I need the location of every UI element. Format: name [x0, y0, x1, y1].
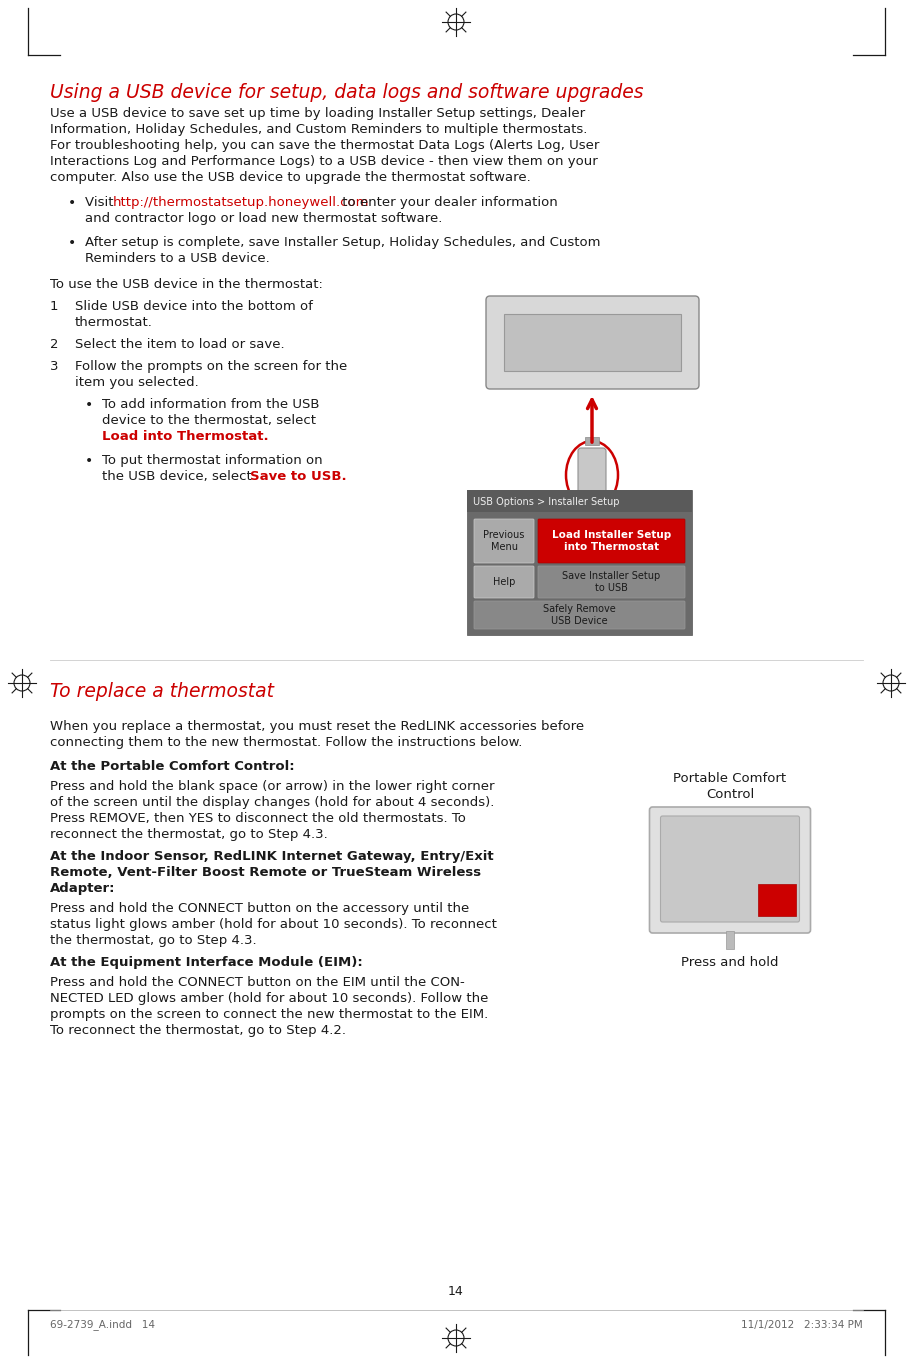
Text: •: •	[85, 398, 93, 412]
Text: reconnect the thermostat, go to Step 4.3.: reconnect the thermostat, go to Step 4.3…	[50, 827, 328, 841]
Text: 69-2739_A.indd   14: 69-2739_A.indd 14	[50, 1319, 155, 1330]
Bar	[504, 313, 681, 371]
FancyBboxPatch shape	[474, 519, 534, 563]
Text: to enter your dealer information: to enter your dealer information	[338, 196, 558, 209]
Text: Press and hold the CONNECT button on the accessory until the: Press and hold the CONNECT button on the…	[50, 902, 469, 915]
Text: Press REMOVE, then YES to disconnect the old thermostats. To: Press REMOVE, then YES to disconnect the…	[50, 812, 466, 825]
FancyBboxPatch shape	[660, 816, 800, 921]
Text: Reminders to a USB device.: Reminders to a USB device.	[85, 252, 269, 264]
Text: •: •	[85, 454, 93, 468]
Text: 14: 14	[448, 1285, 464, 1298]
FancyBboxPatch shape	[538, 519, 685, 563]
Text: 2: 2	[50, 338, 58, 352]
Text: Save to USB.: Save to USB.	[250, 470, 347, 483]
Text: Safely Remove
USB Device: Safely Remove USB Device	[543, 604, 616, 626]
FancyBboxPatch shape	[578, 448, 606, 502]
Text: For troubleshooting help, you can save the thermostat Data Logs (Alerts Log, Use: For troubleshooting help, you can save t…	[50, 139, 599, 153]
Text: Control: Control	[706, 788, 754, 801]
Text: Using a USB device for setup, data logs and software upgrades: Using a USB device for setup, data logs …	[50, 83, 644, 102]
FancyBboxPatch shape	[649, 807, 811, 934]
Bar	[467, 491, 692, 635]
FancyBboxPatch shape	[474, 566, 534, 598]
Text: Press and hold: Press and hold	[681, 955, 779, 969]
Text: Press and hold the CONNECT button on the EIM until the CON-: Press and hold the CONNECT button on the…	[50, 976, 465, 990]
Text: connecting them to the new thermostat. Follow the instructions below.: connecting them to the new thermostat. F…	[50, 736, 522, 750]
Text: Previous
Menu: Previous Menu	[483, 530, 525, 552]
Text: computer. Also use the USB device to upgrade the thermostat software.: computer. Also use the USB device to upg…	[50, 170, 530, 184]
Text: Visit: Visit	[85, 196, 118, 209]
Text: the USB device, select: the USB device, select	[102, 470, 256, 483]
Text: 3: 3	[50, 360, 58, 373]
Bar	[758, 885, 795, 916]
FancyBboxPatch shape	[538, 566, 685, 598]
Text: To replace a thermostat: To replace a thermostat	[50, 682, 274, 701]
Bar	[585, 438, 599, 444]
Text: item you selected.: item you selected.	[75, 376, 199, 388]
Text: Slide USB device into the bottom of: Slide USB device into the bottom of	[75, 300, 313, 313]
Text: To reconnect the thermostat, go to Step 4.2.: To reconnect the thermostat, go to Step …	[50, 1024, 346, 1037]
Text: USB Options > Installer Setup: USB Options > Installer Setup	[473, 497, 620, 507]
Text: Press and hold the blank space (or arrow) in the lower right corner: Press and hold the blank space (or arrow…	[50, 780, 495, 793]
Bar	[467, 491, 692, 512]
Text: device to the thermostat, select: device to the thermostat, select	[102, 414, 316, 427]
Text: Save Installer Setup
to USB: Save Installer Setup to USB	[562, 571, 661, 593]
Text: After setup is complete, save Installer Setup, Holiday Schedules, and Custom: After setup is complete, save Installer …	[85, 236, 601, 249]
Text: status light glows amber (hold for about 10 seconds). To reconnect: status light glows amber (hold for about…	[50, 919, 497, 931]
Text: Select the item to load or save.: Select the item to load or save.	[75, 338, 285, 352]
Text: 11/1/2012   2:33:34 PM: 11/1/2012 2:33:34 PM	[741, 1319, 863, 1330]
Text: prompts on the screen to connect the new thermostat to the EIM.: prompts on the screen to connect the new…	[50, 1009, 488, 1021]
Text: Help: Help	[493, 577, 515, 587]
Text: Information, Holiday Schedules, and Custom Reminders to multiple thermostats.: Information, Holiday Schedules, and Cust…	[50, 123, 587, 136]
Text: To use the USB device in the thermostat:: To use the USB device in the thermostat:	[50, 278, 323, 290]
FancyBboxPatch shape	[474, 601, 685, 628]
Text: the thermostat, go to Step 4.3.: the thermostat, go to Step 4.3.	[50, 934, 257, 947]
Text: Use a USB device to save set up time by loading Installer Setup settings, Dealer: Use a USB device to save set up time by …	[50, 108, 585, 120]
Bar	[726, 931, 734, 949]
Text: 1: 1	[50, 300, 58, 313]
Text: At the Equipment Interface Module (EIM):: At the Equipment Interface Module (EIM):	[50, 955, 362, 969]
Text: •: •	[68, 236, 77, 249]
Text: At the Indoor Sensor, RedLINK Internet Gateway, Entry/Exit: At the Indoor Sensor, RedLINK Internet G…	[50, 851, 494, 863]
Text: of the screen until the display changes (hold for about 4 seconds).: of the screen until the display changes …	[50, 796, 494, 810]
Text: thermostat.: thermostat.	[75, 316, 152, 328]
Text: Load into Thermostat.: Load into Thermostat.	[102, 429, 268, 443]
Text: Remote, Vent-Filter Boost Remote or TrueSteam Wireless: Remote, Vent-Filter Boost Remote or True…	[50, 866, 481, 879]
Text: Interactions Log and Performance Logs) to a USB device - then view them on your: Interactions Log and Performance Logs) t…	[50, 155, 598, 168]
Text: Follow the prompts on the screen for the: Follow the prompts on the screen for the	[75, 360, 347, 373]
Text: http://thermostatsetup.honeywell.com: http://thermostatsetup.honeywell.com	[113, 196, 370, 209]
Text: Portable Comfort: Portable Comfort	[674, 771, 787, 785]
Text: Load Installer Setup
into Thermostat: Load Installer Setup into Thermostat	[551, 530, 671, 552]
Text: and contractor logo or load new thermostat software.: and contractor logo or load new thermost…	[85, 213, 443, 225]
Text: When you replace a thermostat, you must reset the RedLINK accessories before: When you replace a thermostat, you must …	[50, 720, 584, 733]
Text: •: •	[68, 196, 77, 210]
Text: At the Portable Comfort Control:: At the Portable Comfort Control:	[50, 761, 295, 773]
Text: To add information from the USB: To add information from the USB	[102, 398, 320, 412]
Text: To put thermostat information on: To put thermostat information on	[102, 454, 322, 468]
Bar	[584, 499, 600, 508]
FancyBboxPatch shape	[486, 296, 699, 388]
Text: Adapter:: Adapter:	[50, 882, 116, 895]
Text: NECTED LED glows amber (hold for about 10 seconds). Follow the: NECTED LED glows amber (hold for about 1…	[50, 992, 488, 1005]
